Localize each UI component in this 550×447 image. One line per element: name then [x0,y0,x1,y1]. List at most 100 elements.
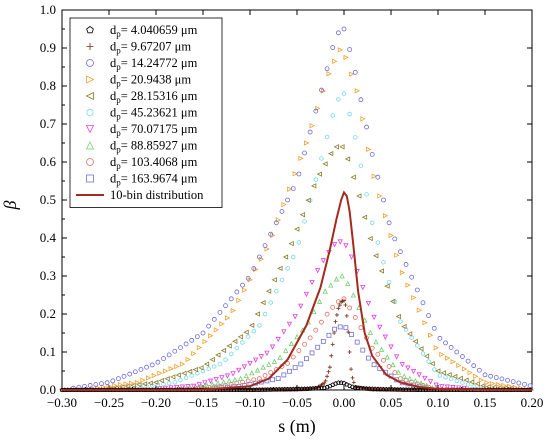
data-point [294,333,300,340]
data-point [215,380,221,386]
data-point [275,376,281,382]
data-point [224,373,231,379]
legend-box [69,17,223,208]
data-point [395,369,402,375]
data-point [260,299,266,306]
data-point [460,380,465,386]
data-point [251,265,257,271]
data-point [262,243,268,249]
data-point [433,382,439,388]
data-point [183,341,189,347]
data-point [164,376,170,382]
legend-label-sub: p [116,128,121,138]
data-point [215,352,221,358]
legend-item: dp= 14.24772 μm [86,56,198,72]
data-point [373,338,379,345]
data-point [343,325,349,331]
data-point [456,362,462,369]
data-point [332,58,338,64]
x-tick-label: −0.05 [282,395,312,410]
data-point [330,45,336,50]
data-point [251,328,256,334]
data-point [172,348,178,354]
data-point [392,370,398,375]
data-point [151,372,158,379]
data-point [234,345,239,351]
data-point [420,351,426,356]
data-point [371,362,377,368]
data-point [495,381,502,388]
data-point [437,372,443,378]
legend-label-prefix: d [110,106,117,120]
data-point [281,372,287,378]
data-point [334,312,339,317]
x-tick-label: −0.20 [141,395,171,410]
data-point [480,382,486,389]
legend-item-distribution: 10-bin distribution [76,188,204,202]
data-point [501,382,507,389]
legend-label-prefix: d [110,172,117,186]
data-point [309,350,315,356]
y-tick-label: 0.1 [40,344,56,359]
x-tick-label: −0.10 [235,395,265,410]
x-tick-label: 0.20 [521,395,544,410]
data-point [174,363,180,370]
data-point [401,373,407,379]
data-point [262,373,268,378]
data-point [361,214,368,220]
data-point [230,307,236,314]
legend-item: dp= 28.15316 μm [85,89,198,105]
data-point [93,382,99,387]
data-point [254,367,261,373]
data-point [422,375,428,382]
data-point [345,280,351,287]
data-point [162,368,169,374]
data-point [191,350,197,357]
data-point [127,371,133,377]
legend-marker [85,125,95,134]
data-point [382,334,389,340]
data-point [412,338,418,345]
data-point [240,282,245,288]
y-tick-label: 0.3 [40,268,56,283]
data-point [290,354,296,360]
legend-marker [86,108,94,117]
data-point [349,71,355,77]
data-point [392,236,398,242]
data-point [324,311,330,317]
data-point [288,240,294,247]
y-tick-label: 0.7 [40,116,57,131]
data-point [220,347,227,354]
data-point [319,319,324,325]
data-point [198,365,204,371]
y-tick-label: 1.0 [40,2,56,17]
data-point [229,351,234,357]
data-point [490,380,496,387]
legend-marker [86,75,95,84]
data-point [299,212,306,218]
x-tick-label: 0.15 [474,395,497,410]
data-point [388,344,394,350]
distribution-line [61,190,533,391]
data-point [399,362,405,368]
legend-marker [86,174,94,183]
legend-label-value: = 103.4068 μm [121,155,198,169]
data-point [296,239,302,245]
data-point [155,359,161,365]
data-point [130,382,136,389]
data-point [170,374,176,380]
data-point [315,344,321,350]
data-point [249,370,255,376]
legend-label-prefix: d [110,23,117,37]
data-point [116,376,121,382]
data-point [140,377,146,383]
legend-label: dp= 45.23621 μm [110,106,198,122]
data-point [223,357,228,363]
data-point [211,316,217,322]
data-point [405,282,411,288]
data-point [136,382,142,388]
legend-label: dp= 9.67207 μm [110,40,191,56]
data-point [207,378,214,384]
